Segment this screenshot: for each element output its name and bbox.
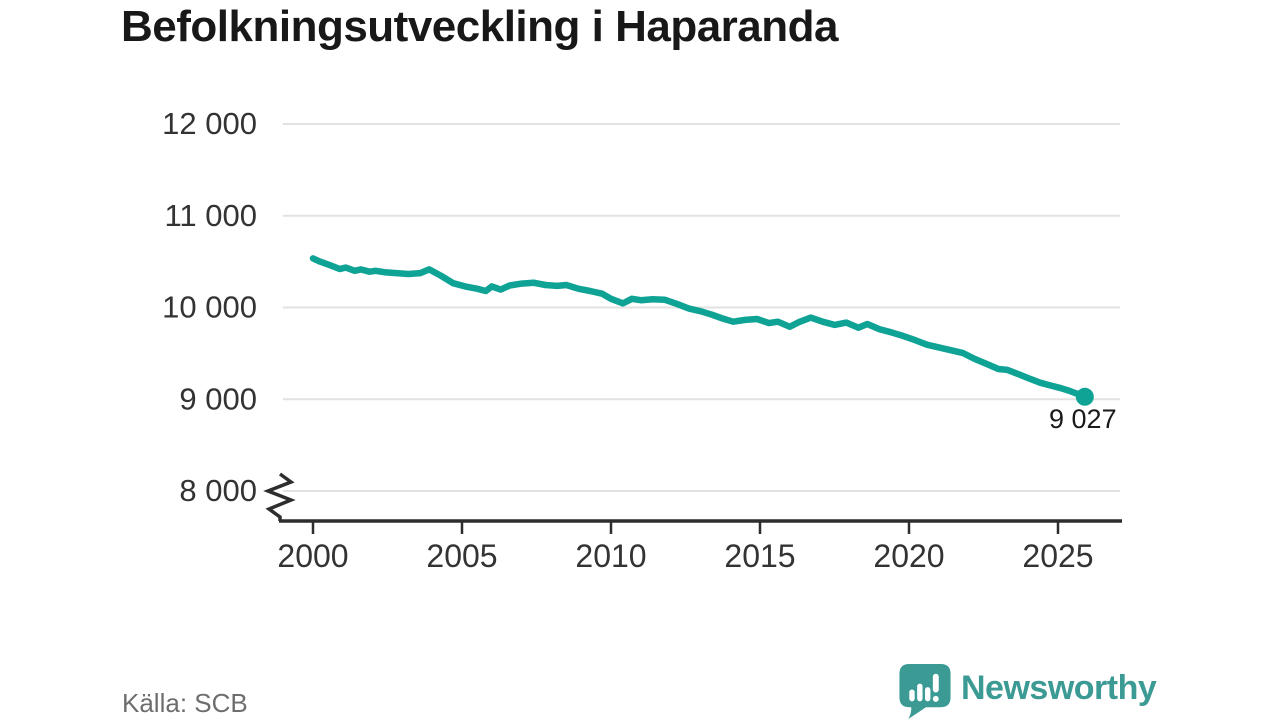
x-tick-label: 2015	[724, 538, 795, 574]
y-tick-label: 9 000	[179, 381, 257, 416]
bar-chart-bar-tall	[917, 683, 923, 702]
bar-chart-bar-small	[909, 689, 915, 702]
x-tick-label: 2005	[426, 538, 497, 574]
y-tick-label: 12 000	[162, 106, 257, 141]
newsworthy-logo-icon	[899, 663, 951, 720]
exclamation-stem	[932, 673, 939, 693]
latest-value-dot	[1075, 387, 1094, 406]
newsworthy-logo-text: Newsworthy	[961, 669, 1157, 707]
newsworthy-logo: Newsworthy	[898, 663, 1157, 720]
exclamation-dot	[932, 695, 939, 702]
source-note: Källa: SCB	[122, 688, 248, 718]
bar-chart-bar-medium	[925, 687, 931, 702]
y-tick-label: 10 000	[162, 290, 257, 325]
axis-break-zigzag	[263, 472, 296, 521]
latest-value-label: 9 027	[1049, 404, 1117, 434]
chart-title: Befolkningsutveckling i Haparanda	[121, 2, 839, 51]
x-tick-label: 2025	[1022, 538, 1093, 574]
x-tick-label: 2000	[277, 538, 348, 574]
population-line	[309, 255, 1089, 401]
y-tick-label: 8 000	[179, 473, 257, 508]
y-tick-label: 11 000	[164, 198, 257, 233]
x-tick-label: 2010	[575, 538, 646, 574]
x-tick-label: 2020	[873, 538, 944, 574]
